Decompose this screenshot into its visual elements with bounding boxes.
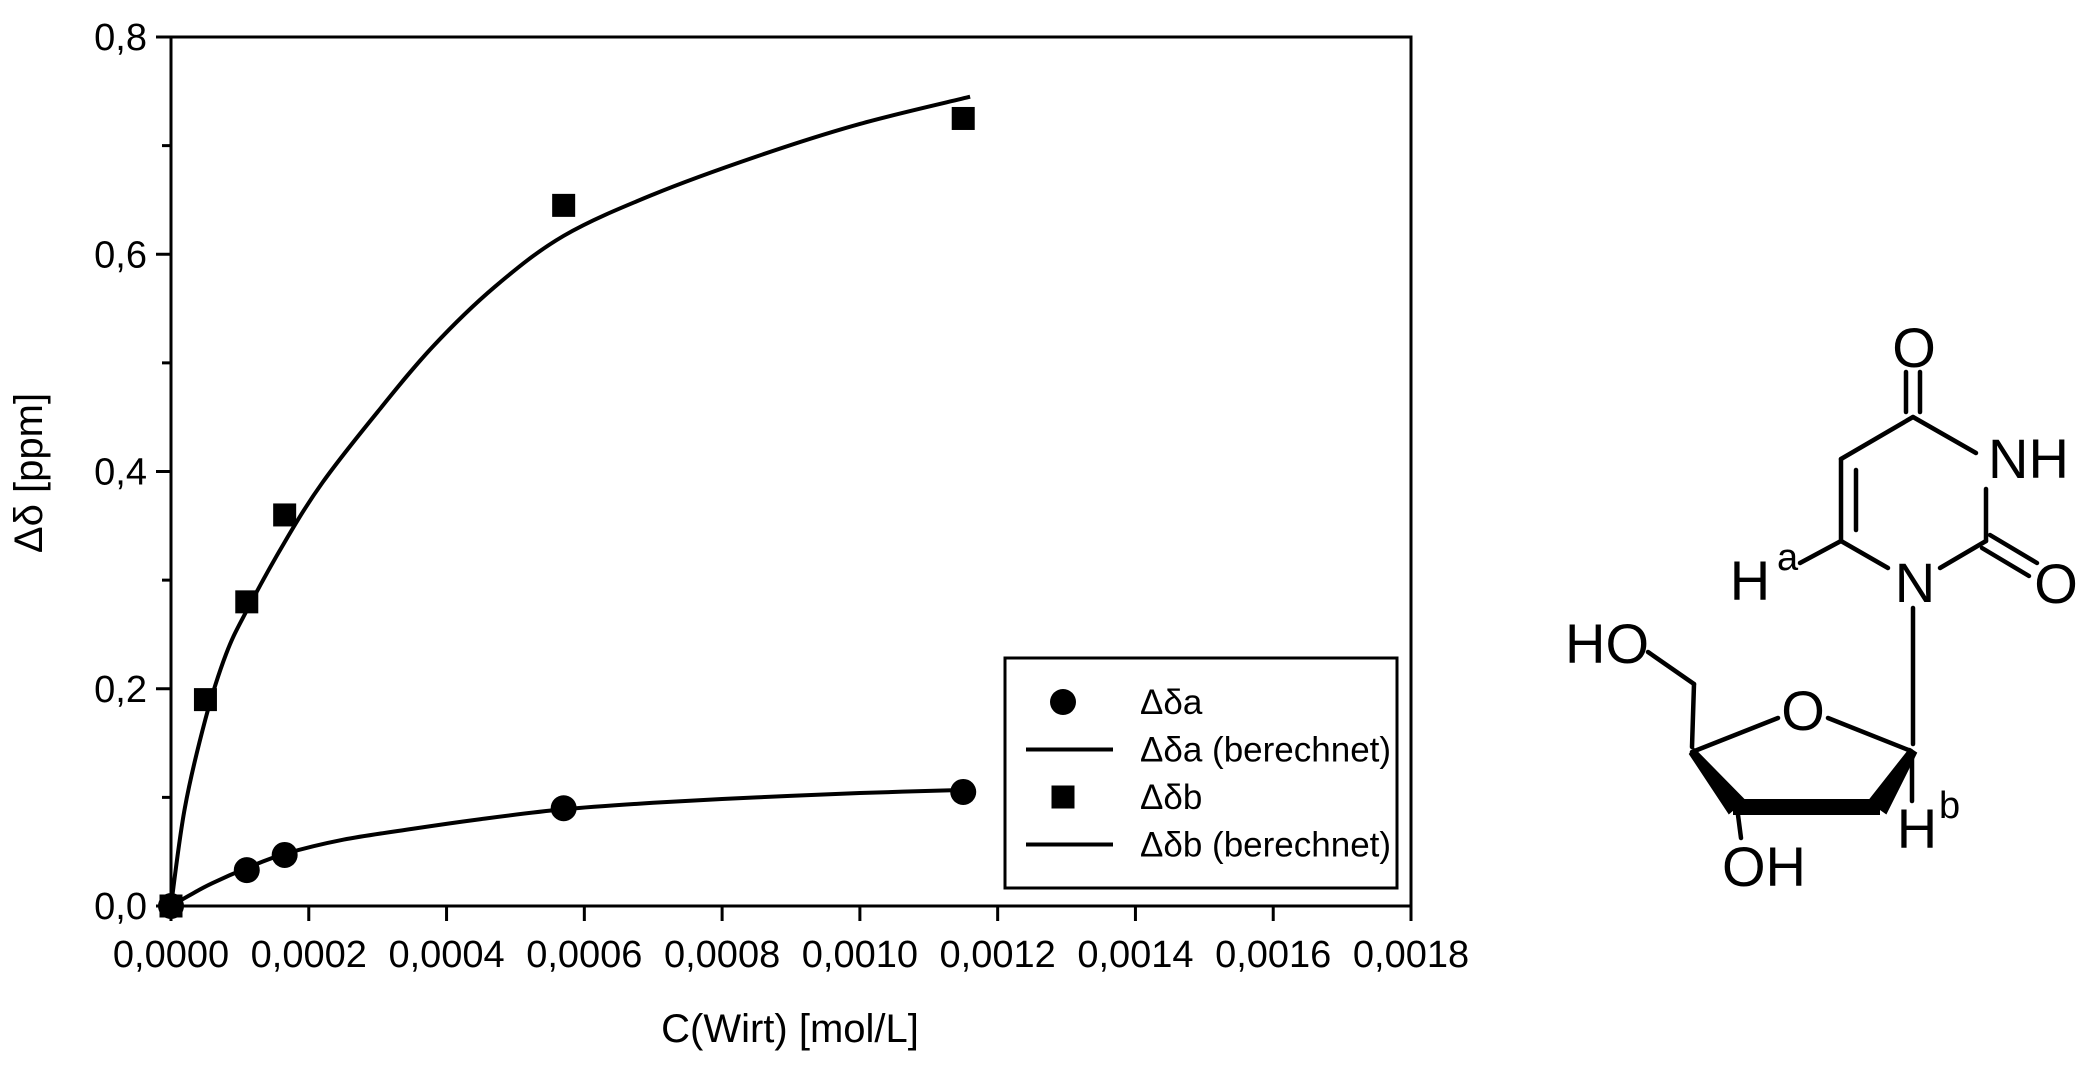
legend-marker-circle <box>1050 689 1076 715</box>
y-tick-label: 0,4 <box>94 452 147 494</box>
bond-c5prime-ho <box>1645 649 1697 687</box>
fit-curve-delta-b <box>169 787 971 908</box>
bond-c3prime-oh <box>1735 812 1744 841</box>
x-tick-label: 0,0010 <box>802 934 918 976</box>
legend-label: Δδb <box>1140 778 1202 817</box>
x-axis-title: C(Wirt) [mol/L] <box>661 1007 919 1051</box>
bond-c4-n3 <box>1910 414 1979 456</box>
x-tick-label: 0,0002 <box>251 934 367 976</box>
legend-label: Δδa (berechnet) <box>1140 731 1391 770</box>
x-tick-label: 0,0006 <box>526 934 642 976</box>
data-point-delta-b <box>273 503 297 527</box>
wedge-c2prime-c1prime <box>1867 747 1918 815</box>
atom-label-ha: H <box>1730 549 1770 612</box>
x-tick-label: 0,0014 <box>1077 934 1193 976</box>
y-axis-title: Δδ [ppm] <box>7 393 51 553</box>
y-tick-label: 0,0 <box>94 886 147 928</box>
bond-o4prime-c1prime <box>1825 715 1914 754</box>
data-point-delta-b <box>235 590 259 614</box>
bond-o4prime-c4prime <box>1689 715 1781 755</box>
atom-label-ring-o: O <box>1781 679 1825 742</box>
atom-label-ho: HO <box>1565 612 1649 675</box>
legend-label: Δδa <box>1140 683 1203 722</box>
legend-label: Δδb (berechnet) <box>1140 826 1391 865</box>
atom-label-hb: H <box>1897 797 1937 860</box>
x-tick-label: 0,0018 <box>1353 934 1469 976</box>
atom-label-carbonyl-top-o: O <box>1892 316 1936 379</box>
atom-label-oh: OH <box>1722 835 1806 898</box>
titration-binding-chart: 0,0000 0,0002 0,0004 0,0006 0,0008 0,0010 0,00… <box>94 17 1469 976</box>
data-point-delta-a <box>233 857 260 884</box>
bond-n1-c6 <box>1838 538 1891 571</box>
bond-c2-o-double-b <box>1979 545 2032 579</box>
deoxyuridine-structure: O NH O N H a HO O OH H b <box>1565 316 2078 898</box>
atom-label-ha-superscript: a <box>1777 537 1799 579</box>
atom-label-carbonyl-right-o: O <box>2034 552 2078 615</box>
atom-label-hb-superscript: b <box>1939 785 1960 827</box>
y-tick-label: 0,8 <box>94 17 147 59</box>
data-point-delta-b <box>951 106 975 130</box>
x-tick-label: 0,0008 <box>664 934 780 976</box>
atom-label-nh: NH <box>1988 427 2069 490</box>
data-point-delta-b <box>159 894 183 918</box>
bond-c6-ha <box>1797 538 1844 566</box>
fit-curve-delta-b <box>169 94 971 907</box>
bond-c4prime-c5prime <box>1689 681 1697 750</box>
x-tick-label: 0,0000 <box>113 934 229 976</box>
data-point-delta-b <box>193 688 217 712</box>
bond-c5-c4 <box>1838 414 1916 462</box>
data-point-delta-a <box>950 778 977 805</box>
bond-c2-o-double-a <box>1987 532 2040 566</box>
y-tick-label: 0,2 <box>94 669 147 711</box>
data-point-delta-a <box>271 841 298 868</box>
atom-label-n1: N <box>1895 551 1935 614</box>
x-tick-label: 0,0004 <box>388 934 504 976</box>
bond-c2-n1 <box>1937 538 1989 571</box>
data-point-delta-b <box>552 193 576 217</box>
x-tick-label: 0,0012 <box>940 934 1056 976</box>
y-tick-label: 0,6 <box>94 234 147 276</box>
data-point-delta-a <box>550 795 577 822</box>
legend-marker-square <box>1051 785 1075 809</box>
x-tick-label: 0,0016 <box>1215 934 1331 976</box>
